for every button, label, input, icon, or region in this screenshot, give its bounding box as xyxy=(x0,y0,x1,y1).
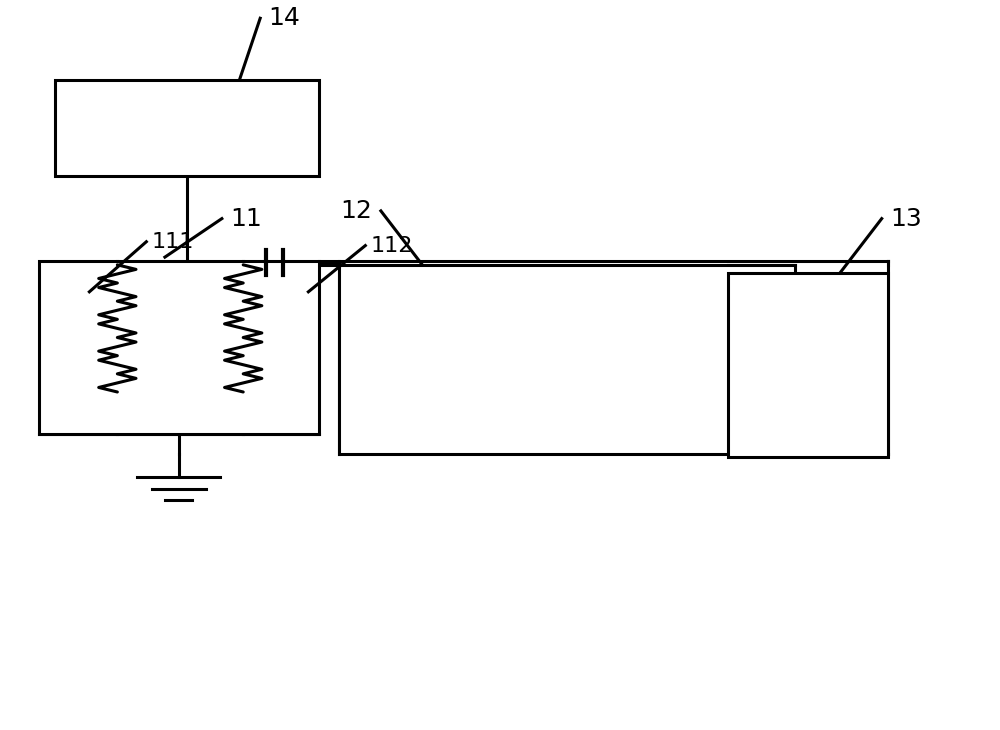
Text: 13: 13 xyxy=(890,207,922,231)
Bar xyxy=(55,80,319,176)
Text: 111: 111 xyxy=(152,231,194,252)
Bar xyxy=(339,265,795,453)
Bar xyxy=(39,261,319,434)
Text: 11: 11 xyxy=(230,207,262,231)
Text: 112: 112 xyxy=(371,236,413,256)
Bar xyxy=(728,272,888,458)
Text: 12: 12 xyxy=(341,199,373,223)
Text: 14: 14 xyxy=(268,7,300,30)
